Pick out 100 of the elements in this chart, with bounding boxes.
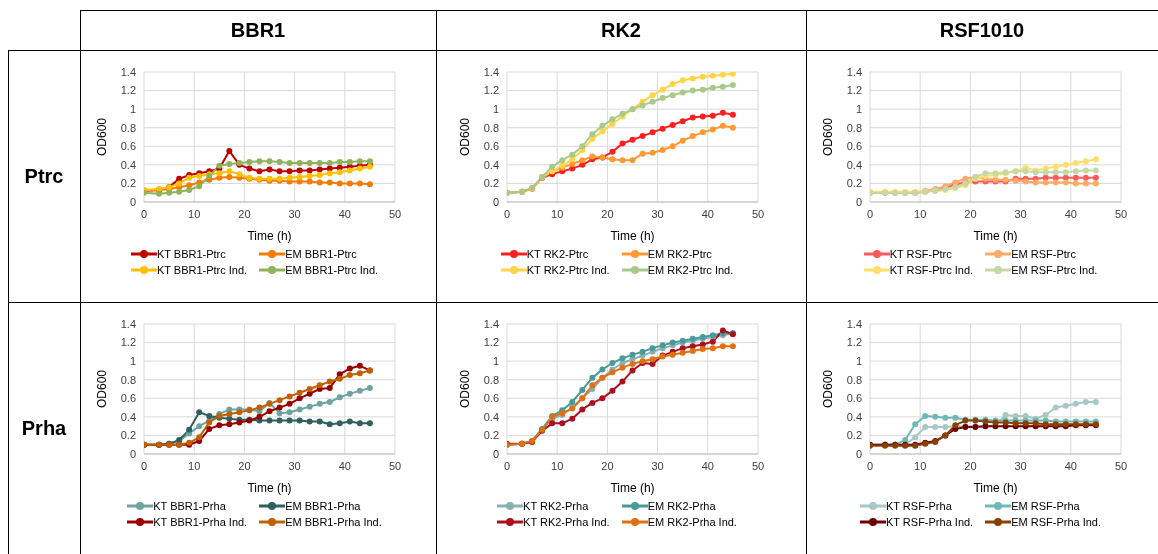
y-tick-label: 0 <box>492 447 499 460</box>
legend-label: KT RSF-Prha <box>885 500 952 512</box>
x-tick-label: 10 <box>188 207 201 220</box>
x-tick-label: 0 <box>503 459 510 472</box>
x-tick-label: 50 <box>1114 459 1128 472</box>
x-tick-label: 10 <box>914 207 927 220</box>
y-tick-label: 0.6 <box>846 140 862 153</box>
text: Prha <box>8 302 80 554</box>
y-tick-label: 1.4 <box>846 317 862 330</box>
x-tick-label: 20 <box>600 207 614 220</box>
legend-label: EM BBR1-Prha <box>285 500 361 512</box>
x-tick-label: 40 <box>701 207 714 220</box>
x-tick-label: 0 <box>503 207 510 220</box>
y-tick-label: 0.2 <box>120 177 136 190</box>
x-tick-label: 10 <box>914 459 927 472</box>
y-tick-label: 0.4 <box>846 410 862 423</box>
x-axis-title: Time (h) <box>973 229 1018 243</box>
legend-label: KT RK2-Prha Ind. <box>523 516 610 528</box>
y-tick-label: 0.2 <box>846 177 862 190</box>
y-tick-label: 0.6 <box>120 140 136 153</box>
y-tick-label: 1 <box>492 103 499 116</box>
y-tick-label: 1.4 <box>483 65 499 78</box>
y-tick-label: 0.4 <box>846 158 862 171</box>
x-tick-label: 0 <box>866 459 874 472</box>
legend-label: KT RSF-Ptrc <box>889 248 952 260</box>
chart-title: RSF1010 <box>806 10 1158 50</box>
y-tick-label: 1.4 <box>120 65 136 78</box>
legend-label: EM BBR1-Ptrc Ind. <box>285 264 379 276</box>
y-tick-label: 0.2 <box>483 177 499 190</box>
legend-label: EM RK2-Prha <box>647 500 716 512</box>
x-tick-label: 30 <box>650 459 664 472</box>
y-axis-title: OD600 <box>95 369 110 409</box>
y-tick-label: 0 <box>492 195 499 208</box>
x-tick-label: 50 <box>751 207 764 220</box>
chart-title: RK2 <box>436 10 806 50</box>
legend-label: KT RSF-Prha Ind. <box>885 516 974 528</box>
legend-label: EM RK2-Prha Ind. <box>647 516 737 528</box>
legend-label: EM RK2-Ptrc Ind. <box>647 264 734 276</box>
x-tick-label: 40 <box>1064 459 1077 472</box>
x-tick-label: 40 <box>338 207 351 220</box>
y-tick-label: 0.4 <box>120 158 136 171</box>
legend-label: KT RSF-Ptrc Ind. <box>889 264 974 276</box>
x-axis-title: Time (h) <box>247 481 292 495</box>
y-tick-label: 0.2 <box>483 429 499 442</box>
x-tick-label: 30 <box>1014 207 1027 220</box>
legend-label: EM RK2-Ptrc <box>647 248 712 260</box>
x-tick-label: 40 <box>1064 207 1077 220</box>
y-tick-label: 0.8 <box>846 373 862 386</box>
x-axis-title: Time (h) <box>609 481 655 495</box>
y-tick-label: 0 <box>855 447 862 460</box>
y-tick-label: 1.2 <box>846 84 862 97</box>
y-tick-label: 0.4 <box>483 158 499 171</box>
x-tick-label: 0 <box>140 459 148 472</box>
legend-label: KT BBR1-Ptrc Ind. <box>156 264 248 276</box>
x-tick-label: 10 <box>188 459 201 472</box>
y-tick-label: 1.2 <box>120 336 136 349</box>
y-tick-label: 1.4 <box>846 65 862 78</box>
y-tick-label: 0.8 <box>483 121 499 134</box>
y-tick-label: 0.8 <box>120 373 136 386</box>
x-tick-label: 20 <box>600 459 614 472</box>
y-tick-label: 1.4 <box>120 317 136 330</box>
legend-label: KT BBR1-Prha Ind. <box>153 516 248 528</box>
x-tick-label: 30 <box>650 207 664 220</box>
x-tick-label: 20 <box>238 207 251 220</box>
y-tick-label: 1.2 <box>846 336 862 349</box>
x-axis-title: Time (h) <box>973 481 1018 495</box>
x-tick-label: 40 <box>701 459 714 472</box>
y-tick-label: 1 <box>129 355 136 368</box>
y-tick-label: 0 <box>855 195 862 208</box>
y-axis-title: OD600 <box>457 369 472 409</box>
y-tick-label: 1 <box>492 355 499 368</box>
legend-label: EM RSF-Ptrc Ind. <box>1011 264 1098 276</box>
y-tick-label: 1.2 <box>120 84 136 97</box>
x-tick-label: 40 <box>338 459 351 472</box>
legend-label: EM BBR1-Ptrc <box>285 248 357 260</box>
y-tick-label: 0.6 <box>483 140 499 153</box>
x-tick-label: 30 <box>288 207 301 220</box>
x-tick-label: 10 <box>550 459 563 472</box>
text: Ptrc <box>8 50 80 302</box>
y-axis-title: OD600 <box>457 117 472 157</box>
legend-label: EM BBR1-Prha Ind. <box>285 516 382 528</box>
y-tick-label: 0.4 <box>120 410 136 423</box>
y-axis-title: OD600 <box>821 117 836 157</box>
legend-label: KT BBR1-Ptrc <box>156 248 226 260</box>
y-tick-label: 1 <box>129 103 136 116</box>
y-tick-label: 0.8 <box>483 373 499 386</box>
y-tick-label: 0 <box>129 447 136 460</box>
y-tick-label: 0 <box>129 195 136 208</box>
x-tick-label: 20 <box>238 459 251 472</box>
x-tick-label: 50 <box>388 459 402 472</box>
y-axis-title: OD600 <box>821 369 836 409</box>
x-tick-label: 10 <box>550 207 563 220</box>
legend-label: EM RSF-Prha <box>1011 500 1080 512</box>
x-tick-label: 50 <box>751 459 764 472</box>
y-tick-label: 1 <box>855 355 862 368</box>
x-tick-label: 20 <box>964 459 977 472</box>
y-tick-label: 0.2 <box>120 429 136 442</box>
legend-label: EM RSF-Ptrc <box>1011 248 1076 260</box>
y-tick-label: 1.4 <box>483 317 499 330</box>
y-tick-label: 0.4 <box>483 410 499 423</box>
